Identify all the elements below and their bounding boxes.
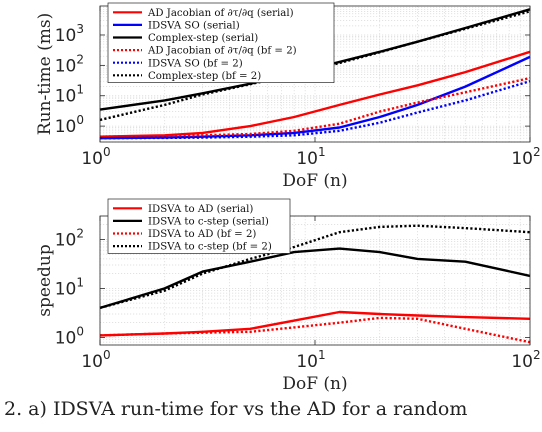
runtime-legend: AD Jacobian of ∂τ/∂q (serial)IDSVA SO (s… [107, 2, 335, 83]
series-line-2 [99, 316, 531, 344]
legend-label-0: AD Jacobian of ∂τ/∂q (serial) [147, 7, 294, 19]
speedup-legend: IDSVA to AD (serial)IDSVA to c-step (ser… [107, 198, 291, 254]
x-tick-exponent: 2 [533, 348, 541, 362]
y-tick-exponent: 2 [76, 52, 84, 66]
series-line-4 [99, 80, 531, 140]
y-tick-label: 103 [55, 22, 84, 46]
legend-label-1: IDSVA SO (serial) [148, 20, 240, 32]
y-tick-label: 100 [55, 324, 84, 348]
legend-label-3: AD Jacobian of ∂τ/∂q (bf = 2) [147, 45, 297, 57]
x-tick-label: 100 [81, 145, 110, 169]
x-tick-exponent: 1 [318, 348, 326, 362]
legend-box [107, 2, 335, 83]
y-tick-label: 102 [55, 52, 84, 76]
legend-label-2: Complex-step (serial) [148, 32, 258, 44]
y-tick-label: 101 [55, 275, 84, 299]
x-tick-exponent: 0 [103, 348, 111, 362]
legend-label-1: IDSVA to c-step (serial) [148, 216, 269, 228]
series-line-1 [99, 247, 531, 310]
x-tick-label: 101 [296, 348, 325, 372]
y-tick-exponent: 1 [76, 83, 84, 97]
x-tick-label: 100 [81, 348, 110, 372]
x-tick-label: 101 [296, 145, 325, 169]
speedup-xlabel: DoF (n) [282, 374, 347, 394]
series-line-0 [99, 50, 531, 138]
y-tick-label: 101 [55, 83, 84, 107]
runtime-ylabel: Run-time (ms) [35, 13, 55, 135]
speedup-ylabel: speedup [35, 244, 55, 317]
y-tick-exponent: 0 [76, 324, 84, 338]
speedup-series-group [99, 224, 531, 344]
legend-label-4: IDSVA SO (bf = 2) [148, 57, 243, 69]
y-tick-exponent: 0 [76, 113, 84, 127]
x-tick-label: 102 [511, 348, 540, 372]
series-line-3 [99, 224, 531, 310]
x-tick-exponent: 2 [533, 145, 541, 159]
x-tick-exponent: 0 [103, 145, 111, 159]
legend-label-5: Complex-step (bf = 2) [148, 70, 261, 82]
series-line-3 [99, 76, 531, 138]
y-tick-label: 100 [55, 113, 84, 137]
legend-label-0: IDSVA to AD (serial) [148, 203, 253, 215]
legend-label-2: IDSVA to AD (bf = 2) [148, 228, 256, 240]
y-tick-exponent: 1 [76, 275, 84, 289]
figure-caption-fragment: 2. a) IDSVA run-time for vs the AD for a… [4, 398, 468, 420]
x-tick-label: 102 [511, 145, 540, 169]
y-tick-label: 102 [55, 226, 84, 250]
y-tick-exponent: 2 [76, 226, 84, 240]
x-tick-exponent: 1 [318, 145, 326, 159]
runtime-xlabel: DoF (n) [282, 171, 347, 191]
legend-label-3: IDSVA to c-step (bf = 2) [148, 241, 272, 253]
y-tick-exponent: 3 [76, 22, 84, 36]
